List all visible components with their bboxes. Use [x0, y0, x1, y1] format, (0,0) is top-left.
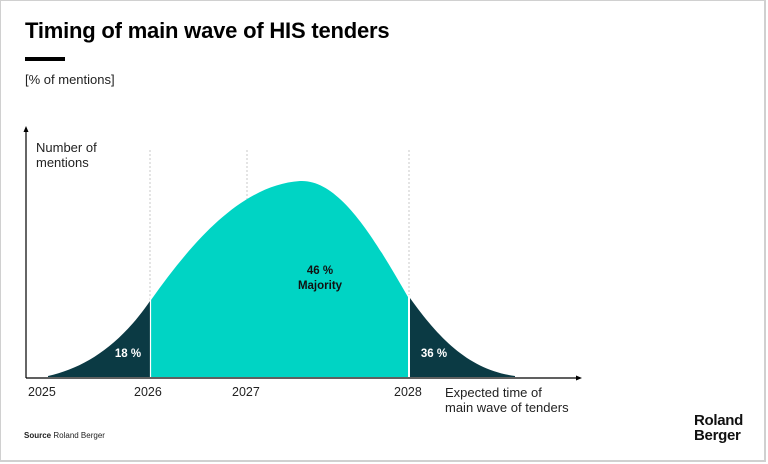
x-tick-2026: 2026	[134, 385, 162, 399]
x-tick-2028: 2028	[394, 385, 422, 399]
segment-label-46: 46 % Majority	[297, 265, 343, 292]
x-axis-label: Expected time of main wave of tenders	[445, 385, 569, 415]
chart-subtitle: [% of mentions]	[25, 72, 115, 87]
x-tick-2025: 2025	[28, 385, 56, 399]
y-axis-arrow-icon	[23, 126, 29, 132]
x-axis-arrow-icon	[576, 375, 582, 381]
segment-after-2028	[410, 298, 515, 377]
y-axis-label: Number of mentions	[36, 140, 97, 170]
segment-2026-2028	[151, 180, 408, 377]
roland-berger-logo: Roland Berger	[694, 412, 744, 444]
segment-before-2026	[48, 301, 150, 377]
segment-label-18: 18 %	[114, 348, 142, 360]
chart-title: Timing of main wave of HIS tenders	[25, 18, 390, 43]
title-underline	[25, 57, 65, 61]
source-note: Source Roland Berger	[24, 431, 105, 440]
segment-label-36: 36 %	[420, 348, 448, 360]
x-tick-2027: 2027	[232, 385, 260, 399]
